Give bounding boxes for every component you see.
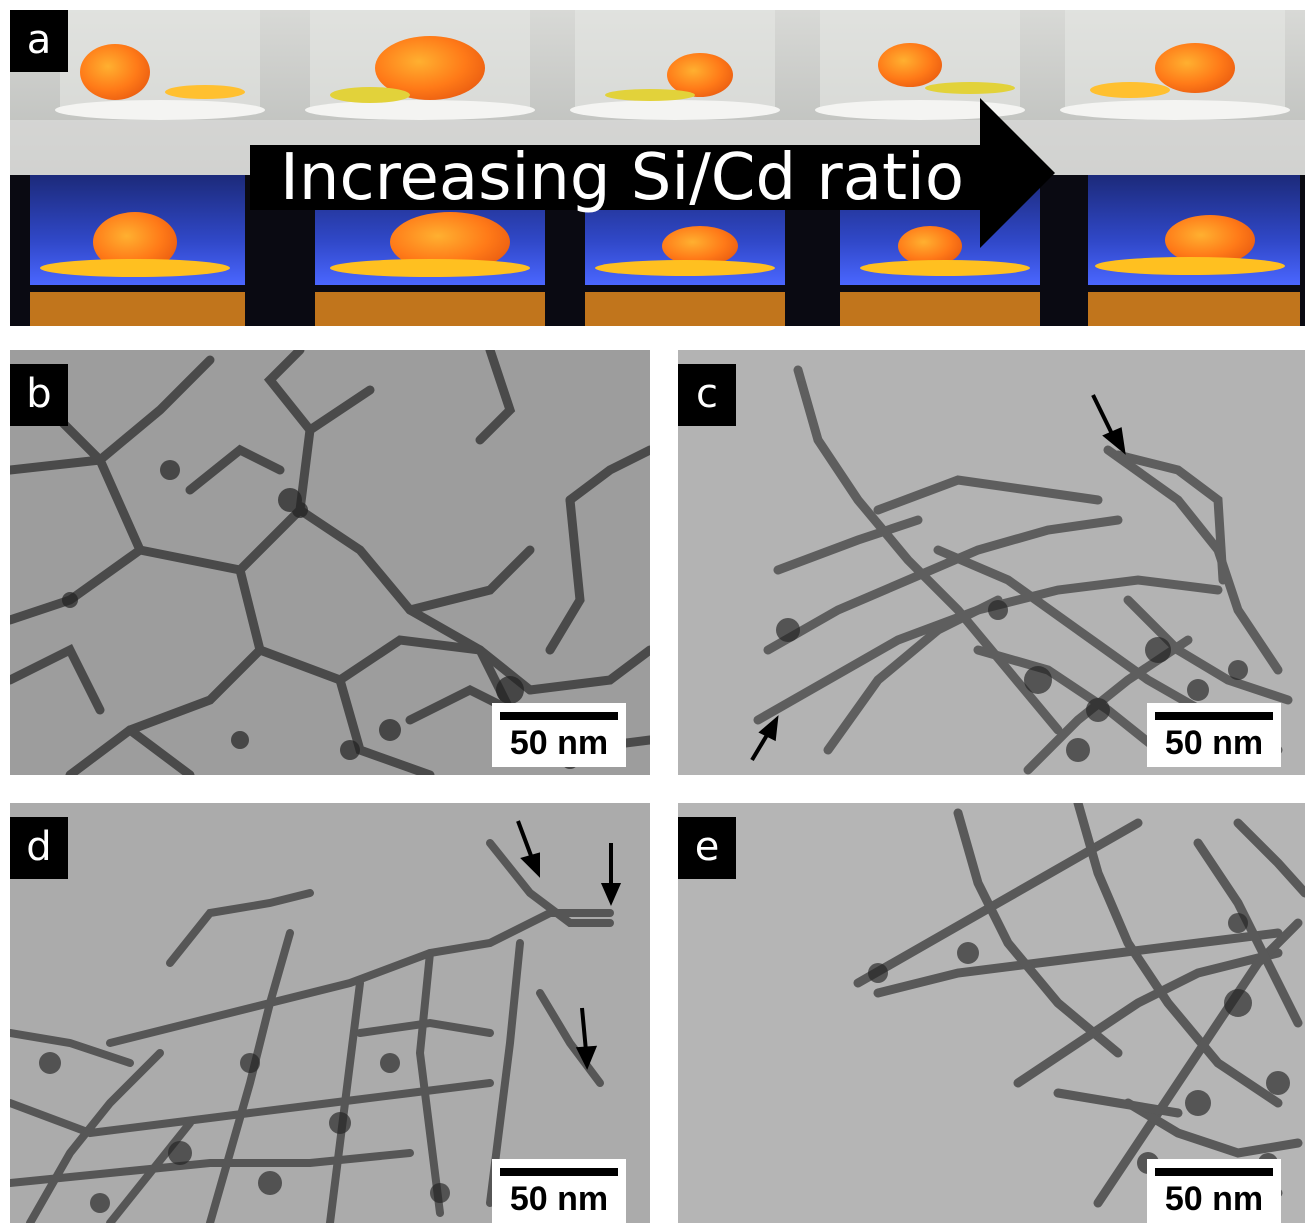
panel-c-tem: c 50 nm [678,350,1305,775]
arrow-markers-d [516,820,622,1070]
scale-bar-label: 50 nm [1164,1180,1264,1218]
vials-photo [10,10,1305,326]
scale-bar-c: 50 nm [1147,703,1281,767]
arrow-caption: Increasing Si/Cd ratio [280,141,964,215]
scale-bar-label: 50 nm [509,1180,609,1218]
scale-bar-b: 50 nm [492,703,626,767]
tem-image-d [10,820,622,1223]
scale-bar-line [500,712,618,720]
panel-label-b: b [10,364,68,426]
panel-e-tem: e 50 nm [678,803,1305,1223]
increasing-arrow-shape [250,98,1055,248]
panel-a-photo: a Increasing Si/Cd ratio [10,10,1305,326]
scale-bar-label: 50 nm [1164,724,1264,762]
scale-bar-line [1155,712,1273,720]
scale-bar-label: 50 nm [509,724,609,762]
scale-bar-d: 50 nm [492,1159,626,1223]
scale-bar-line [1155,1168,1273,1176]
panel-label-c: c [678,364,736,426]
scale-bar-line [500,1168,618,1176]
arrow-markers-c [750,394,1126,762]
scale-bar-e: 50 nm [1147,1159,1281,1223]
panel-label-d: d [10,817,68,879]
panel-label-e: e [678,817,736,879]
panel-d-tem: d 50 nm [10,803,650,1223]
panel-label-a: a [10,10,68,72]
panel-b-tem: b 50 nm [10,350,650,775]
